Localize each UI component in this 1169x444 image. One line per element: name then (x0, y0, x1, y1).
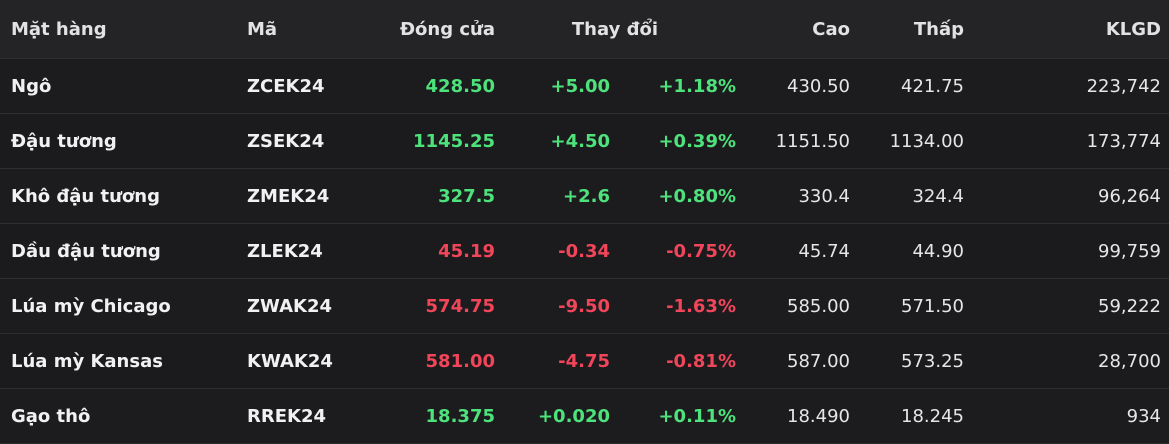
commodity-name: Lúa mỳ Kansas (11, 350, 163, 372)
percent-change: +0.80% (658, 185, 736, 207)
table-row[interactable]: Đậu tương ZSEK24 1145.25 +4.50 +0.39% 11… (0, 114, 1169, 169)
close-price: 428.50 (425, 75, 495, 97)
trade-volume: 173,774 (1086, 130, 1161, 152)
low-price: 324.4 (912, 185, 964, 207)
percent-change: -1.63% (666, 295, 736, 317)
high-price: 45.74 (798, 240, 850, 262)
header-high[interactable]: Cao (812, 18, 850, 40)
header-low[interactable]: Thấp (913, 18, 964, 40)
table-row[interactable]: Lúa mỳ Kansas KWAK24 581.00 -4.75 -0.81%… (0, 334, 1169, 389)
high-price: 587.00 (787, 350, 850, 372)
price-change: +5.00 (550, 75, 611, 97)
price-change: +0.020 (537, 405, 610, 427)
table-row[interactable]: Khô đậu tương ZMEK24 327.5 +2.6 +0.80% 3… (0, 169, 1169, 224)
low-price: 1134.00 (889, 130, 964, 152)
close-price: 18.375 (425, 405, 495, 427)
close-price: 45.19 (438, 240, 495, 262)
header-code[interactable]: Mã (247, 18, 278, 40)
table-row[interactable]: Ngô ZCEK24 428.50 +5.00 +1.18% 430.50 42… (0, 59, 1169, 114)
header-volume[interactable]: KLGD (1105, 18, 1161, 40)
price-change: +4.50 (550, 130, 611, 152)
commodity-code: RREK24 (247, 405, 327, 427)
commodity-code: ZSEK24 (247, 130, 325, 152)
commodity-name: Ngô (11, 75, 52, 97)
commodity-name: Gạo thô (11, 405, 91, 427)
low-price: 571.50 (901, 295, 964, 317)
trade-volume: 99,759 (1098, 240, 1161, 262)
price-change: +2.6 (563, 185, 610, 207)
price-change: -4.75 (558, 350, 610, 372)
commodity-code: ZLEK24 (247, 240, 323, 262)
commodity-name: Đậu tương (11, 130, 117, 152)
close-price: 574.75 (425, 295, 495, 317)
trade-volume: 223,742 (1086, 75, 1161, 97)
percent-change: +1.18% (658, 75, 736, 97)
high-price: 430.50 (787, 75, 850, 97)
trade-volume: 934 (1126, 405, 1161, 427)
commodity-code: ZWAK24 (247, 295, 333, 317)
price-change: -9.50 (558, 295, 610, 317)
trade-volume: 59,222 (1098, 295, 1161, 317)
trade-volume: 28,700 (1098, 350, 1161, 372)
low-price: 44.90 (912, 240, 964, 262)
table-row[interactable]: Lúa mỳ Chicago ZWAK24 574.75 -9.50 -1.63… (0, 279, 1169, 334)
commodity-name: Lúa mỳ Chicago (11, 295, 171, 317)
percent-change: -0.81% (666, 350, 736, 372)
low-price: 421.75 (901, 75, 964, 97)
close-price: 327.5 (438, 185, 495, 207)
header-close[interactable]: Đóng cửa (399, 18, 495, 40)
trade-volume: 96,264 (1098, 185, 1161, 207)
header-change[interactable]: Thay đổi (571, 18, 658, 40)
commodity-name: Dầu đậu tương (11, 240, 161, 262)
commodity-name: Khô đậu tương (11, 185, 160, 207)
low-price: 18.245 (901, 405, 964, 427)
low-price: 573.25 (901, 350, 964, 372)
table-row[interactable]: Dầu đậu tương ZLEK24 45.19 -0.34 -0.75% … (0, 224, 1169, 279)
commodity-code: KWAK24 (247, 350, 333, 372)
close-price: 1145.25 (413, 130, 495, 152)
table-header: Mặt hàng Mã Đóng cửa Thay đổi Cao Thấp K… (0, 0, 1169, 59)
percent-change: -0.75% (666, 240, 736, 262)
percent-change: +0.39% (658, 130, 736, 152)
high-price: 330.4 (798, 185, 850, 207)
table-row[interactable]: Gạo thô RREK24 18.375 +0.020 +0.11% 18.4… (0, 389, 1169, 444)
percent-change: +0.11% (658, 405, 736, 427)
header-name[interactable]: Mặt hàng (11, 18, 107, 40)
high-price: 18.490 (787, 405, 850, 427)
high-price: 585.00 (787, 295, 850, 317)
high-price: 1151.50 (775, 130, 850, 152)
commodity-code: ZCEK24 (247, 75, 325, 97)
close-price: 581.00 (425, 350, 495, 372)
commodity-code: ZMEK24 (247, 185, 330, 207)
price-change: -0.34 (558, 240, 610, 262)
